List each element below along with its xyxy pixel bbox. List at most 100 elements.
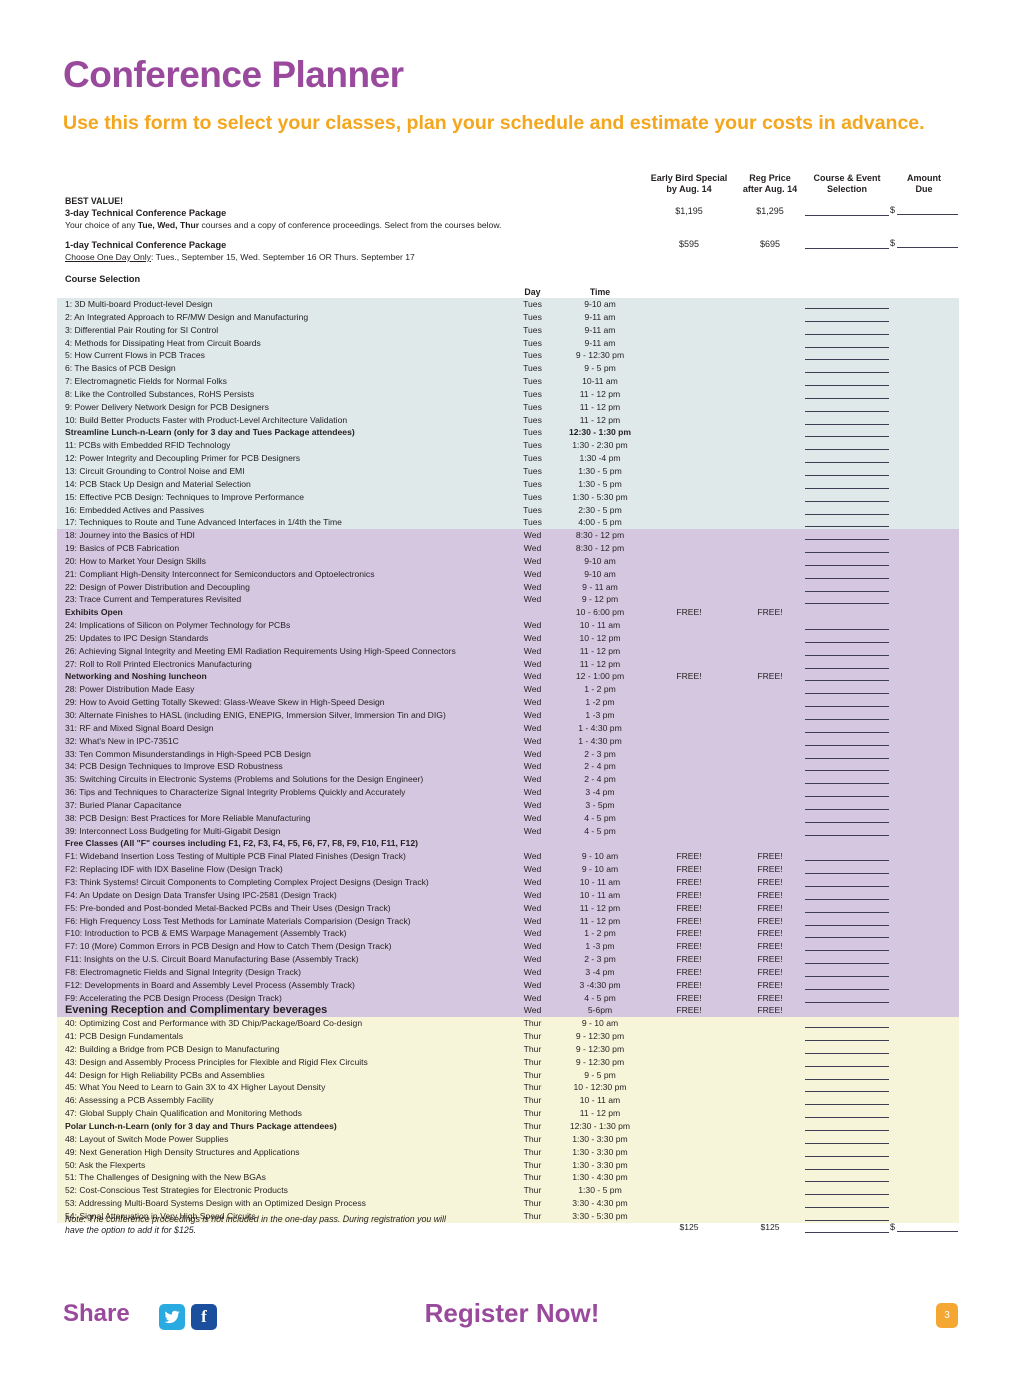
selection-line[interactable] [805, 950, 889, 952]
selection-line[interactable] [805, 898, 889, 900]
facebook-icon[interactable]: f [191, 1304, 217, 1330]
selection-line[interactable] [805, 731, 889, 733]
course-row: 42: Building a Bridge from PCB Design to… [57, 1042, 959, 1056]
selection-line[interactable] [805, 783, 889, 785]
selection-line[interactable] [805, 641, 889, 643]
twitter-icon[interactable] [159, 1304, 185, 1330]
selection-line[interactable] [805, 359, 889, 361]
selection-line[interactable] [805, 436, 889, 438]
selection-line[interactable] [805, 770, 889, 772]
selection-line[interactable] [805, 1065, 889, 1067]
selection-line[interactable] [805, 1091, 889, 1093]
course-day: Wed [523, 697, 542, 708]
early-bird-price: FREE! [676, 979, 702, 990]
reg-price: FREE! [757, 928, 783, 939]
selection-line[interactable] [805, 423, 889, 425]
selection-line[interactable] [805, 1219, 889, 1221]
selection-line[interactable] [805, 1194, 889, 1196]
package-1day-amount-field[interactable]: $ [890, 238, 958, 248]
selection-line[interactable] [805, 1130, 889, 1131]
course-row: 16: Embedded Actives and Passives Tues 2… [57, 503, 959, 517]
selection-line[interactable] [805, 911, 889, 913]
selection-line[interactable] [805, 474, 889, 476]
selection-line[interactable] [805, 680, 889, 682]
course-day: Wed [523, 530, 542, 541]
selection-line[interactable] [805, 924, 889, 926]
selection-line[interactable] [805, 372, 889, 374]
selection-line[interactable] [805, 796, 889, 798]
selection-line[interactable] [805, 937, 889, 939]
amount-write-line[interactable] [897, 1222, 958, 1232]
selection-line[interactable] [805, 860, 889, 862]
selection-line[interactable] [805, 552, 889, 554]
selection-line[interactable] [805, 1027, 889, 1029]
selection-line[interactable] [805, 719, 889, 720]
selection-line[interactable] [805, 1117, 889, 1119]
selection-line[interactable] [805, 577, 889, 579]
selection-line[interactable] [805, 487, 889, 489]
selection-line[interactable] [805, 462, 889, 464]
selection-line[interactable] [805, 1001, 889, 1003]
selection-line[interactable] [805, 667, 889, 669]
selection-line[interactable] [805, 500, 889, 502]
selection-line[interactable] [805, 333, 889, 335]
selection-line[interactable] [805, 975, 889, 977]
selection-line[interactable] [805, 744, 889, 746]
package-1day-selection-line[interactable] [805, 248, 889, 249]
selection-line[interactable] [805, 346, 889, 348]
selection-line[interactable] [805, 1078, 889, 1080]
selection-line[interactable] [805, 629, 889, 631]
amount-write-line[interactable] [897, 205, 958, 215]
selection-line[interactable] [805, 449, 889, 451]
selection-line[interactable] [805, 539, 889, 541]
selection-line[interactable] [805, 1052, 889, 1054]
selection-line[interactable] [805, 757, 889, 759]
selection-line[interactable] [805, 963, 889, 965]
selection-line[interactable] [805, 590, 889, 592]
course-day: Tues [523, 299, 542, 309]
package-3day-amount-field[interactable]: $ [890, 205, 958, 215]
selection-line[interactable] [805, 526, 889, 528]
selection-line[interactable] [805, 1104, 889, 1106]
selection-line[interactable] [805, 834, 889, 836]
course-label: 35: Switching Circuits in Electronic Sys… [65, 774, 424, 785]
course-time: 1 -2 pm [585, 697, 615, 708]
reg-price: FREE! [757, 915, 783, 926]
selection-line[interactable] [805, 308, 889, 309]
selection-line[interactable] [805, 873, 889, 875]
selection-line[interactable] [805, 1155, 889, 1157]
register-now-button[interactable]: Register Now! [424, 1298, 600, 1328]
selection-line[interactable] [805, 1040, 889, 1042]
selection-line[interactable] [805, 410, 889, 412]
course-time: 2:30 - 5 pm [578, 504, 622, 515]
selection-line[interactable] [805, 1232, 889, 1233]
course-day: Tues [523, 363, 542, 374]
selection-line[interactable] [805, 1168, 889, 1170]
selection-line[interactable] [805, 385, 889, 387]
selection-line[interactable] [805, 320, 889, 322]
selection-line[interactable] [805, 821, 889, 823]
selection-line[interactable] [805, 564, 889, 566]
course-day: Wed [523, 684, 542, 695]
selection-line[interactable] [805, 885, 889, 887]
selection-line[interactable] [805, 1207, 889, 1209]
selection-line[interactable] [805, 1181, 889, 1183]
course-label: F6: High Frequency Loss Test Methods for… [65, 915, 411, 926]
selection-line[interactable] [805, 603, 889, 605]
course-day: Wed [523, 799, 542, 810]
course-day: Wed [523, 774, 542, 785]
selection-line[interactable] [805, 706, 889, 708]
selection-line[interactable] [805, 1142, 889, 1144]
proceedings-amount-field[interactable]: $ [890, 1222, 958, 1232]
selection-line[interactable] [805, 988, 889, 990]
course-table-body: 1: 3D Multi-board Product-level Design T… [57, 298, 959, 1223]
selection-line[interactable] [805, 397, 889, 399]
selection-line[interactable] [805, 513, 889, 515]
package-3day-selection-line[interactable] [805, 215, 889, 216]
amount-write-line[interactable] [897, 238, 958, 248]
selection-line[interactable] [805, 808, 889, 810]
early-bird-price: FREE! [676, 864, 702, 875]
selection-line[interactable] [805, 693, 889, 695]
course-row: 17: Techniques to Route and Tune Advance… [57, 516, 959, 530]
selection-line[interactable] [805, 654, 889, 656]
